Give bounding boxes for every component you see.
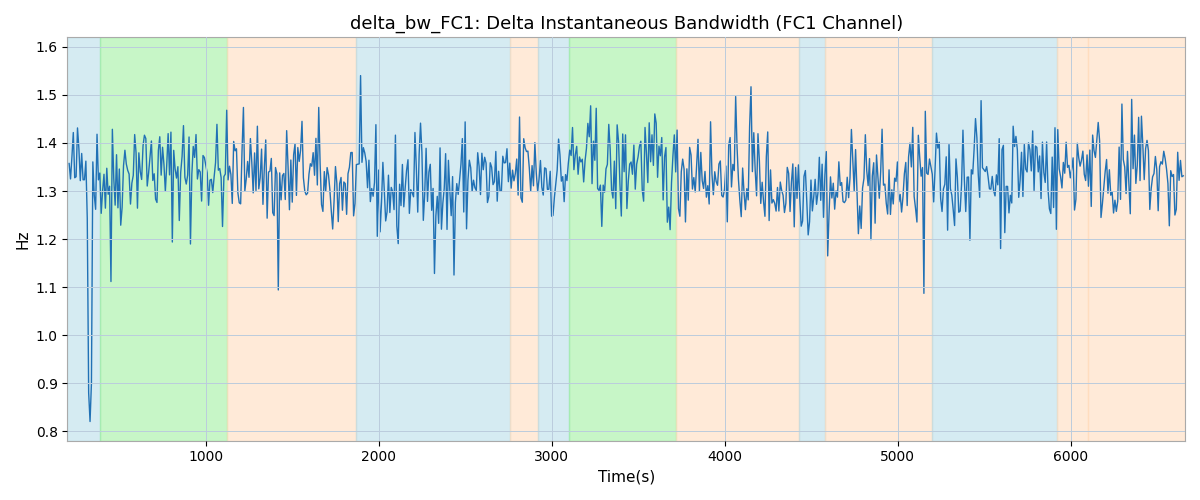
X-axis label: Time(s): Time(s): [598, 470, 655, 485]
Bar: [101, 38, 227, 440]
Bar: [826, 38, 932, 440]
Bar: [356, 38, 510, 440]
Bar: [510, 38, 538, 440]
Bar: [67, 38, 101, 440]
Bar: [227, 38, 356, 440]
Bar: [932, 38, 1057, 440]
Bar: [1088, 38, 1186, 440]
Bar: [569, 38, 677, 440]
Bar: [1057, 38, 1088, 440]
Bar: [799, 38, 826, 440]
Title: delta_bw_FC1: Delta Instantaneous Bandwidth (FC1 Channel): delta_bw_FC1: Delta Instantaneous Bandwi…: [349, 15, 902, 34]
Y-axis label: Hz: Hz: [16, 230, 30, 249]
Bar: [538, 38, 569, 440]
Bar: [677, 38, 799, 440]
